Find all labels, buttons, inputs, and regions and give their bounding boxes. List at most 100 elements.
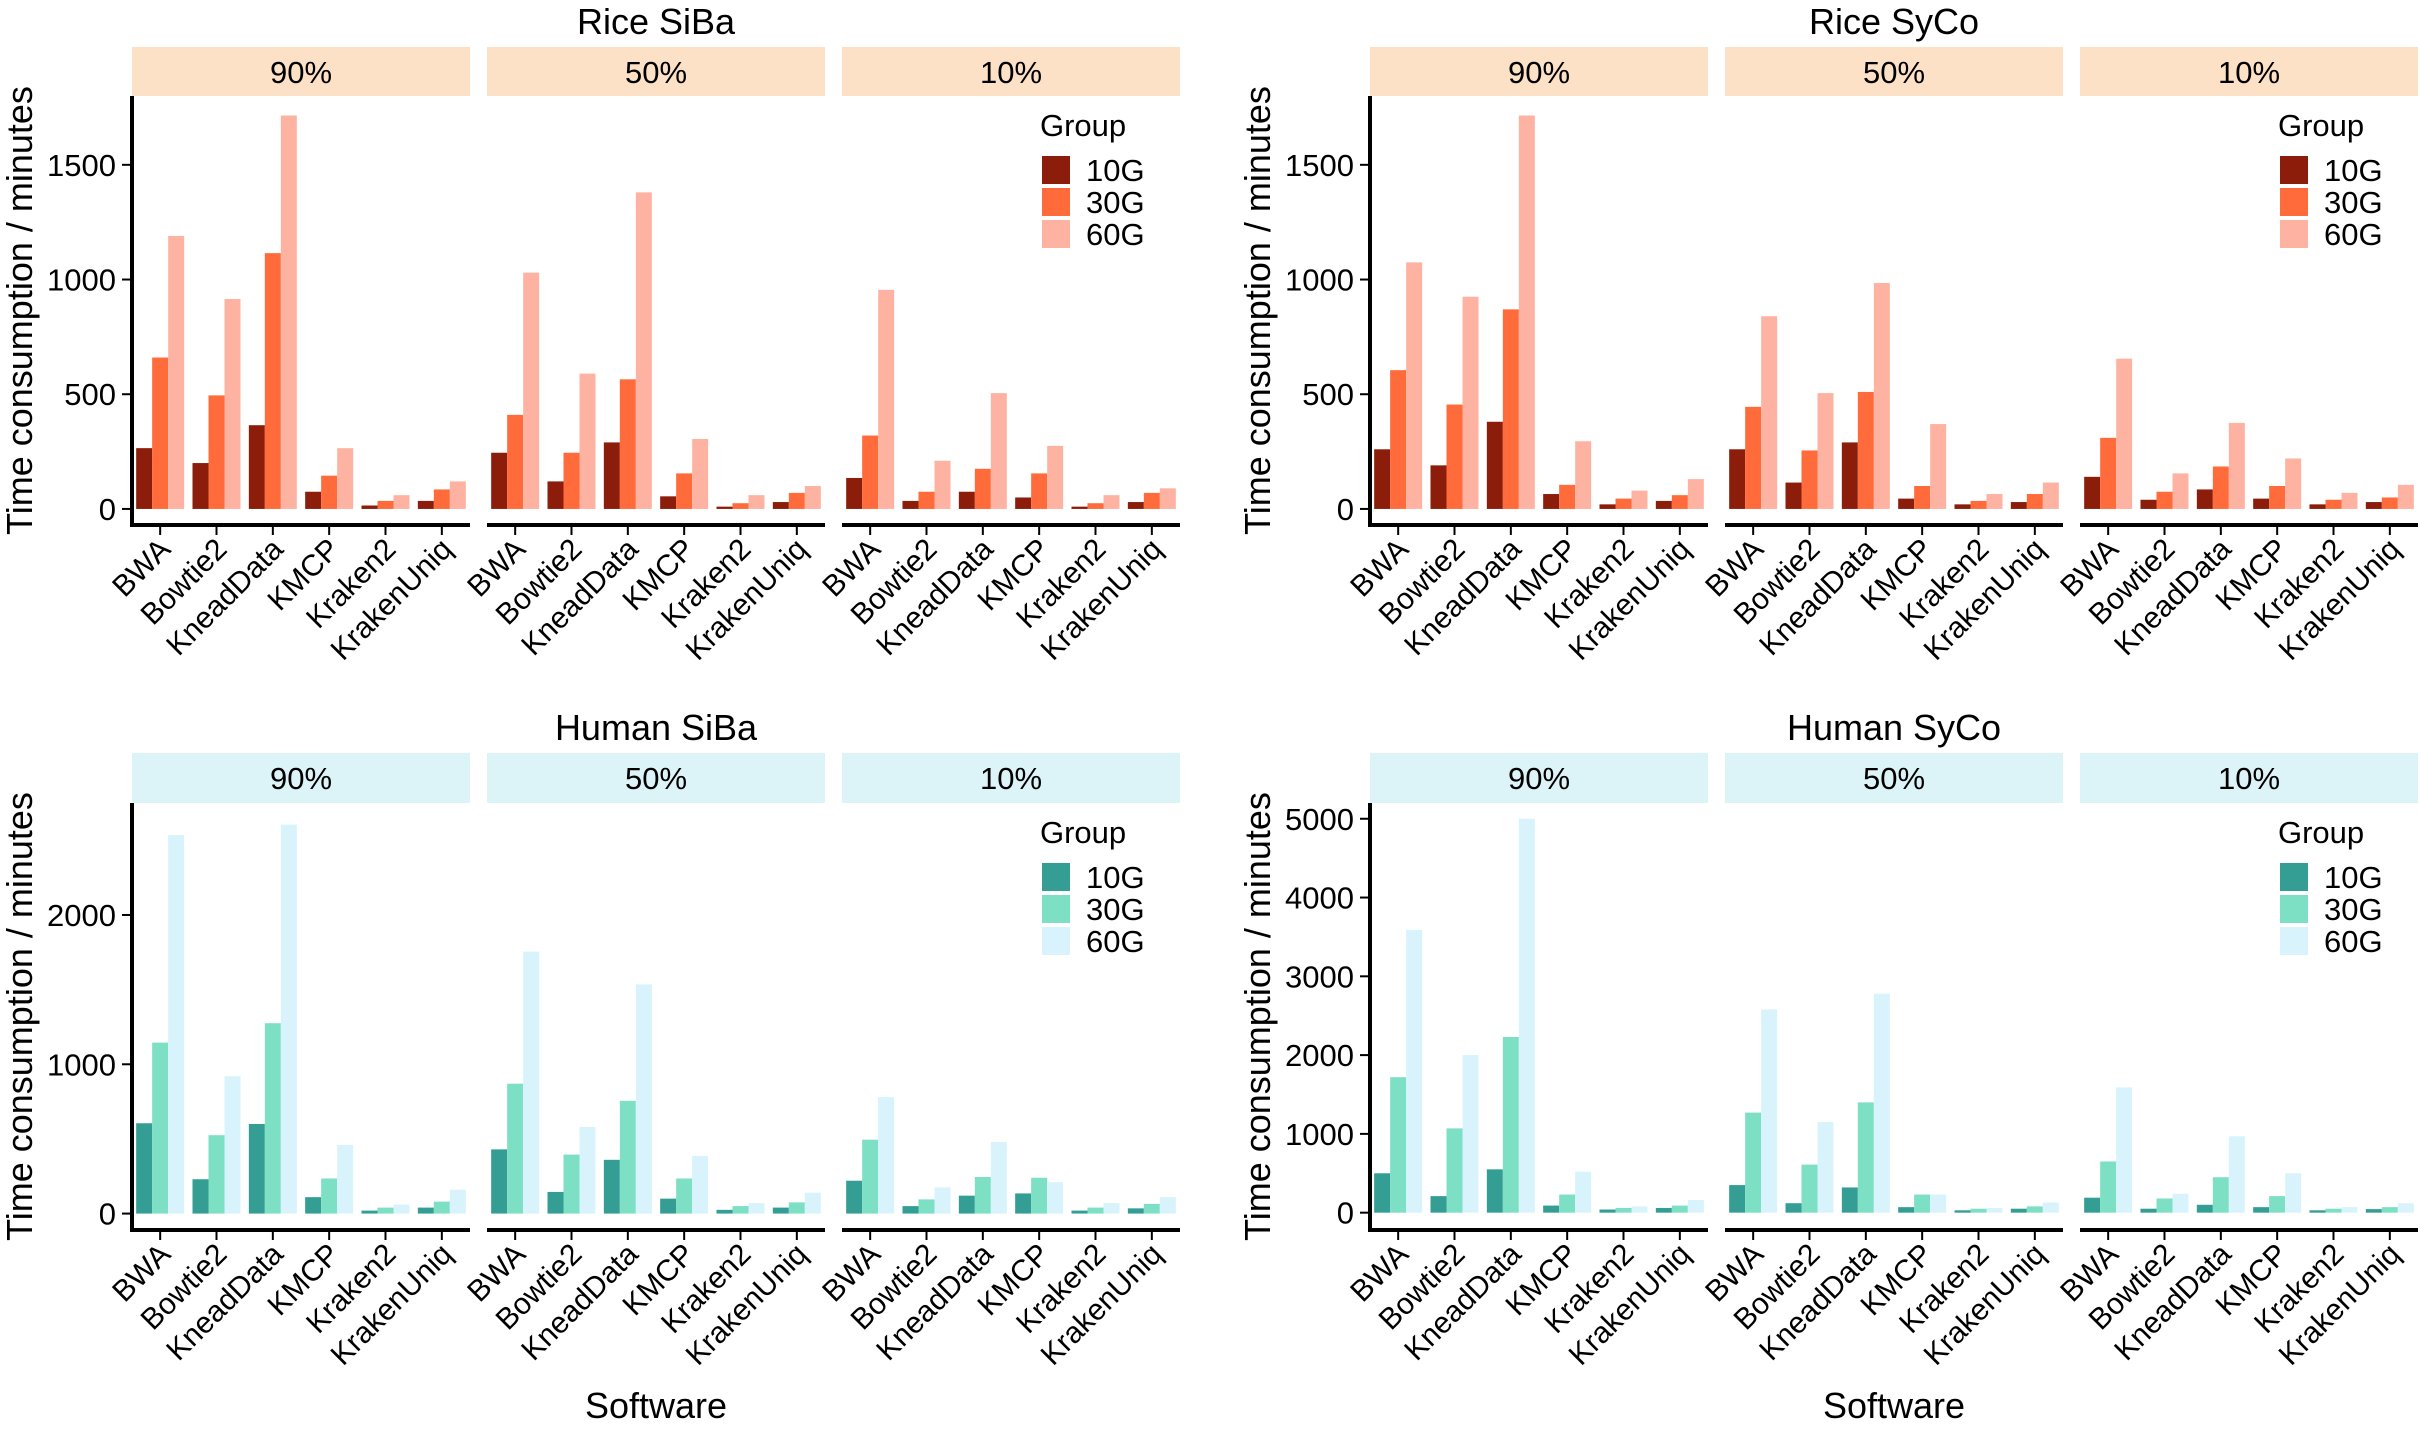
bar-30g (377, 500, 394, 509)
bar-10g (2084, 1197, 2101, 1213)
bar-10g (660, 1198, 677, 1214)
bar-60g (2042, 482, 2059, 509)
bar-10g (603, 1159, 620, 1214)
bar-10g (902, 1206, 919, 1214)
bar-10g (2140, 499, 2157, 509)
legend-label: 30G (1086, 185, 1145, 220)
facet: 50%BWABowtie2KneadDataKMCPKraken2KrakenU… (461, 753, 825, 1372)
y-tick-label: 1000 (1285, 263, 1354, 298)
bar-10g (1655, 500, 1672, 509)
legend-swatch (2280, 188, 2308, 216)
bar-30g (1970, 1208, 1987, 1213)
bar-10g (1729, 449, 1746, 509)
facet-label: 10% (2218, 55, 2280, 90)
facet-label: 90% (270, 761, 332, 796)
bar-30g (2026, 494, 2043, 509)
bar-10g (1430, 1196, 1447, 1213)
bar-10g (1599, 1209, 1616, 1213)
bar-10g (2365, 1209, 2382, 1213)
bar-60g (337, 1144, 354, 1214)
bar-30g (2156, 491, 2173, 509)
chart-title: Human SiBa (555, 707, 758, 748)
y-tick-label: 0 (99, 492, 116, 527)
bar-60g (1930, 1194, 1947, 1213)
bar-60g (2285, 1173, 2302, 1213)
facet-strip (487, 47, 825, 96)
legend-label: 10G (2324, 153, 2383, 188)
bar-10g (1599, 504, 1616, 509)
bar-60g (2397, 484, 2414, 509)
y-tick-label: 0 (99, 1197, 116, 1232)
bar-10g (2196, 489, 2213, 509)
bar-10g (417, 500, 434, 509)
legend-swatch (1042, 220, 1070, 248)
bar-30g (1143, 492, 1160, 509)
bar-30g (1559, 484, 1576, 509)
bar-30g (321, 1178, 338, 1214)
bar-30g (152, 357, 169, 509)
bar-10g (1430, 465, 1447, 509)
bar-60g (878, 1097, 895, 1214)
legend-swatch (2280, 220, 2308, 248)
bar-30g (2100, 437, 2117, 509)
bar-60g (1687, 1200, 1704, 1213)
bar-10g (1374, 449, 1391, 509)
bar-30g (918, 491, 935, 509)
bar-60g (579, 373, 596, 509)
bar-60g (2285, 458, 2302, 509)
bar-10g (1071, 506, 1088, 509)
facet-label: 50% (1863, 55, 1925, 90)
bar-60g (748, 1203, 765, 1214)
bar-60g (1761, 1009, 1778, 1213)
legend-label: 10G (1086, 153, 1145, 188)
facet-strip (1725, 47, 2063, 96)
bar-10g (846, 477, 863, 509)
bar-10g (1374, 1173, 1391, 1213)
legend-label: 30G (2324, 892, 2383, 927)
bar-30g (1390, 1077, 1407, 1213)
bar-30g (2325, 499, 2342, 509)
y-tick-label: 0 (1337, 492, 1354, 527)
y-tick-label: 0 (1337, 1196, 1354, 1231)
bar-10g (1486, 421, 1503, 509)
legend-swatch (1042, 895, 1070, 923)
chart-panel: Rice SiBa Time consumption / minutes 0 500 1… (0, 1, 1180, 667)
facet-label: 90% (1508, 55, 1570, 90)
facet-strip (2080, 47, 2418, 96)
legend-label: 30G (2324, 185, 2383, 220)
bar-10g (2309, 1210, 2326, 1213)
facet-label: 10% (2218, 761, 2280, 796)
chart-title: Rice SyCo (1809, 1, 1979, 42)
bar-60g (1687, 479, 1704, 509)
bar-30g (1559, 1194, 1576, 1213)
bar-30g (2100, 1161, 2117, 1213)
bar-10g (1543, 1205, 1560, 1213)
bar-10g (716, 1209, 733, 1214)
bar-10g (2253, 498, 2270, 509)
bar-60g (1103, 1203, 1120, 1214)
bar-30g (433, 489, 450, 509)
bar-30g (619, 1100, 636, 1214)
legend-swatch (2280, 895, 2308, 923)
bar-10g (958, 491, 975, 509)
bar-30g (563, 1154, 580, 1214)
facet-strip (487, 753, 825, 803)
facet-label: 50% (625, 55, 687, 90)
bar-30g (676, 1178, 693, 1214)
bar-10g (1954, 504, 1971, 509)
bar-30g (1671, 495, 1688, 509)
bar-60g (934, 1187, 951, 1214)
bar-60g (280, 824, 297, 1214)
bar-60g (878, 289, 895, 509)
bar-10g (361, 1210, 378, 1214)
chart-panel: Human SyCo Time consumption / minutes 0 100… (1237, 707, 2418, 1426)
bar-30g (1857, 391, 1874, 509)
facet: 50%BWABowtie2KneadDataKMCPKraken2KrakenU… (1699, 753, 2063, 1372)
bar-30g (208, 1135, 225, 1214)
bar-60g (692, 1156, 709, 1214)
facet-strip (1370, 47, 1708, 96)
bar-10g (772, 1207, 789, 1214)
bar-10g (248, 1123, 265, 1214)
legend-swatch (1042, 156, 1070, 184)
